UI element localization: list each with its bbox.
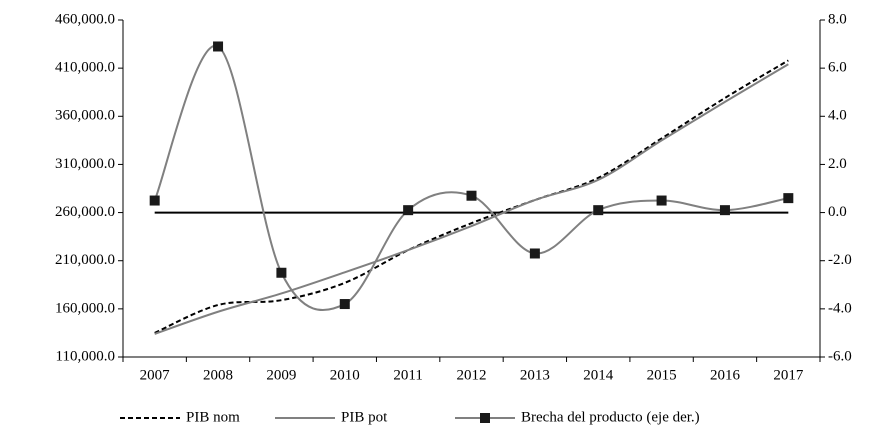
x-tick-label: 2017 [773, 367, 804, 383]
y2-tick-label: 0.0 [828, 204, 847, 220]
y-tick-label: 210,000.0 [55, 252, 115, 268]
x-tick-label: 2011 [393, 367, 422, 383]
legend-marker [480, 413, 490, 423]
marker [593, 205, 604, 216]
legend-label: Brecha del producto (eje der.) [521, 409, 700, 425]
marker [656, 195, 667, 206]
x-tick-label: 2009 [266, 367, 296, 383]
marker [783, 193, 794, 204]
y-tick-label: 460,000.0 [55, 11, 115, 27]
marker [466, 190, 477, 201]
marker [403, 205, 414, 216]
x-tick-label: 2014 [583, 367, 614, 383]
legend-label: PIB pot [341, 409, 388, 425]
marker [529, 248, 540, 259]
series-line [154, 63, 789, 335]
y-tick-label: 360,000.0 [55, 108, 115, 124]
series-line [154, 59, 789, 334]
y-tick-label: 310,000.0 [55, 156, 115, 172]
y2-tick-label: 6.0 [828, 60, 847, 76]
x-tick-label: 2007 [140, 367, 171, 383]
y2-tick-label: 2.0 [828, 156, 847, 172]
y2-tick-label: 8.0 [828, 11, 847, 27]
marker [149, 195, 160, 206]
x-tick-label: 2010 [330, 367, 360, 383]
y-tick-label: 410,000.0 [55, 60, 115, 76]
y-tick-label: 110,000.0 [56, 348, 115, 364]
x-tick-label: 2008 [203, 367, 233, 383]
x-tick-label: 2015 [647, 367, 677, 383]
x-tick-label: 2012 [457, 367, 487, 383]
legend-label: PIB nom [186, 409, 240, 425]
y-tick-label: 160,000.0 [55, 300, 115, 316]
marker [719, 205, 730, 216]
marker [276, 267, 287, 278]
y2-tick-label: -6.0 [828, 348, 852, 364]
marker [213, 41, 224, 52]
y-tick-label: 260,000.0 [55, 204, 115, 220]
y2-tick-label: -2.0 [828, 252, 852, 268]
y2-tick-label: -4.0 [828, 300, 852, 316]
series-line [153, 45, 789, 311]
x-tick-label: 2013 [520, 367, 550, 383]
marker [339, 299, 350, 310]
y2-tick-label: 4.0 [828, 108, 847, 124]
x-tick-label: 2016 [710, 367, 741, 383]
